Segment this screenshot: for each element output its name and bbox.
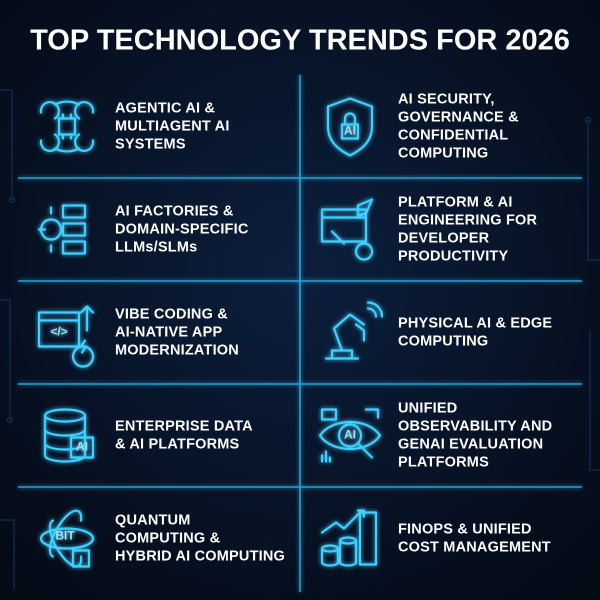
icon-shape	[39, 100, 95, 153]
trend-label: HYBRID AI COMPUTING	[115, 548, 285, 564]
trend-label: OBSERVABILITY AND	[398, 418, 552, 434]
trend-label: SYSTEMS	[115, 136, 186, 152]
icon-shape	[37, 305, 95, 368]
trend-icon	[324, 301, 384, 360]
trend-label: COMPUTING &	[115, 530, 221, 546]
trend-label: PHYSICAL AI & EDGE	[398, 315, 552, 331]
icon-shape	[326, 97, 374, 157]
trend-item: </> VIBE CODING & AI-NATIVE APP MODERNIZATI…	[37, 305, 239, 368]
icon-text: AI	[344, 428, 356, 442]
trend-icon: AI	[318, 408, 382, 463]
trend-item: AI AI SECURITY, GOVERNANCE & CONFIDENTIAL CO…	[326, 91, 519, 161]
trend-item: BIT QUANTUM COMPUTING & HYBRID AI COMPUTING	[39, 509, 285, 568]
trend-label: DOMAIN-SPECIFIC	[115, 221, 249, 237]
circuit-decoration	[0, 89, 600, 590]
icon-text: AI	[344, 124, 356, 138]
trend-label: DEVELOPER	[398, 230, 490, 246]
trend-label: MODERNIZATION	[115, 342, 239, 358]
icon-shape	[320, 198, 374, 261]
icon-shape	[39, 509, 95, 568]
trend-label: MULTIAGENT AI	[115, 118, 230, 134]
icon-shape	[320, 509, 378, 567]
icon-text: BIT	[55, 529, 75, 543]
trend-icon: AI	[326, 97, 374, 157]
trend-label: CONFIDENTIAL	[398, 127, 508, 143]
trend-label: LLMs/SLMs	[115, 239, 197, 255]
trend-label: FINOPS & UNIFIED	[398, 521, 532, 537]
trend-icon: AI	[43, 408, 95, 463]
trend-label: PLATFORM & AI	[398, 194, 513, 210]
trend-item: AGENTIC AI & MULTIAGENT AI SYSTEMS	[39, 100, 230, 153]
title: TOP TECHNOLOGY TRENDS FOR 2026	[30, 25, 570, 57]
trend-item: AI UNIFIED OBSERVABILITY AND GENAI EVALUATI…	[318, 400, 552, 470]
trend-item: PHYSICAL AI & EDGE COMPUTING	[324, 301, 552, 360]
trend-icon	[320, 198, 374, 261]
trend-label: PRODUCTIVITY	[398, 248, 508, 264]
trend-label: GOVERNANCE &	[398, 109, 519, 125]
trend-label: AI SECURITY,	[398, 91, 495, 107]
icon-shape	[43, 408, 95, 463]
trend-item: AI ENTERPRISE DATA & AI PLATFORMS	[43, 408, 253, 463]
trend-label: ENTERPRISE DATA	[115, 418, 253, 434]
trend-label: GENAI EVALUATION	[398, 436, 543, 452]
grid-separators	[18, 75, 582, 592]
icon-shape	[37, 204, 87, 255]
trend-label: QUANTUM	[115, 512, 191, 528]
trend-icon: BIT	[39, 509, 95, 568]
trend-label: COST MANAGEMENT	[398, 539, 551, 555]
trend-label: UNIFIED	[398, 400, 457, 416]
trend-icon	[39, 100, 95, 153]
trend-label: COMPUTING	[398, 333, 488, 349]
trend-icon: </>	[37, 305, 95, 368]
icon-shape	[324, 301, 384, 360]
trend-label: COMPUTING	[398, 145, 488, 161]
trend-item: AI FACTORIES & DOMAIN-SPECIFIC LLMs/SLMs	[37, 203, 249, 255]
trend-label: AGENTIC AI &	[115, 100, 215, 116]
trend-item: FINOPS & UNIFIED COST MANAGEMENT	[320, 509, 551, 567]
trend-label: ENGINEERING FOR	[398, 212, 537, 228]
icon-text: </>	[50, 325, 67, 339]
trend-label: AI-NATIVE APP	[115, 324, 222, 340]
trend-label: VIBE CODING &	[115, 306, 228, 322]
trend-item: PLATFORM & AI ENGINEERING FOR DEVELOPER PRO…	[320, 194, 537, 264]
trend-icon	[320, 509, 378, 567]
trend-icon	[37, 204, 87, 255]
icon-shape	[318, 408, 382, 463]
trend-label: AI FACTORIES &	[115, 203, 234, 219]
trend-label: & AI PLATFORMS	[115, 436, 240, 452]
trend-label: PLATFORMS	[398, 454, 489, 470]
icon-text: AI	[76, 440, 88, 454]
